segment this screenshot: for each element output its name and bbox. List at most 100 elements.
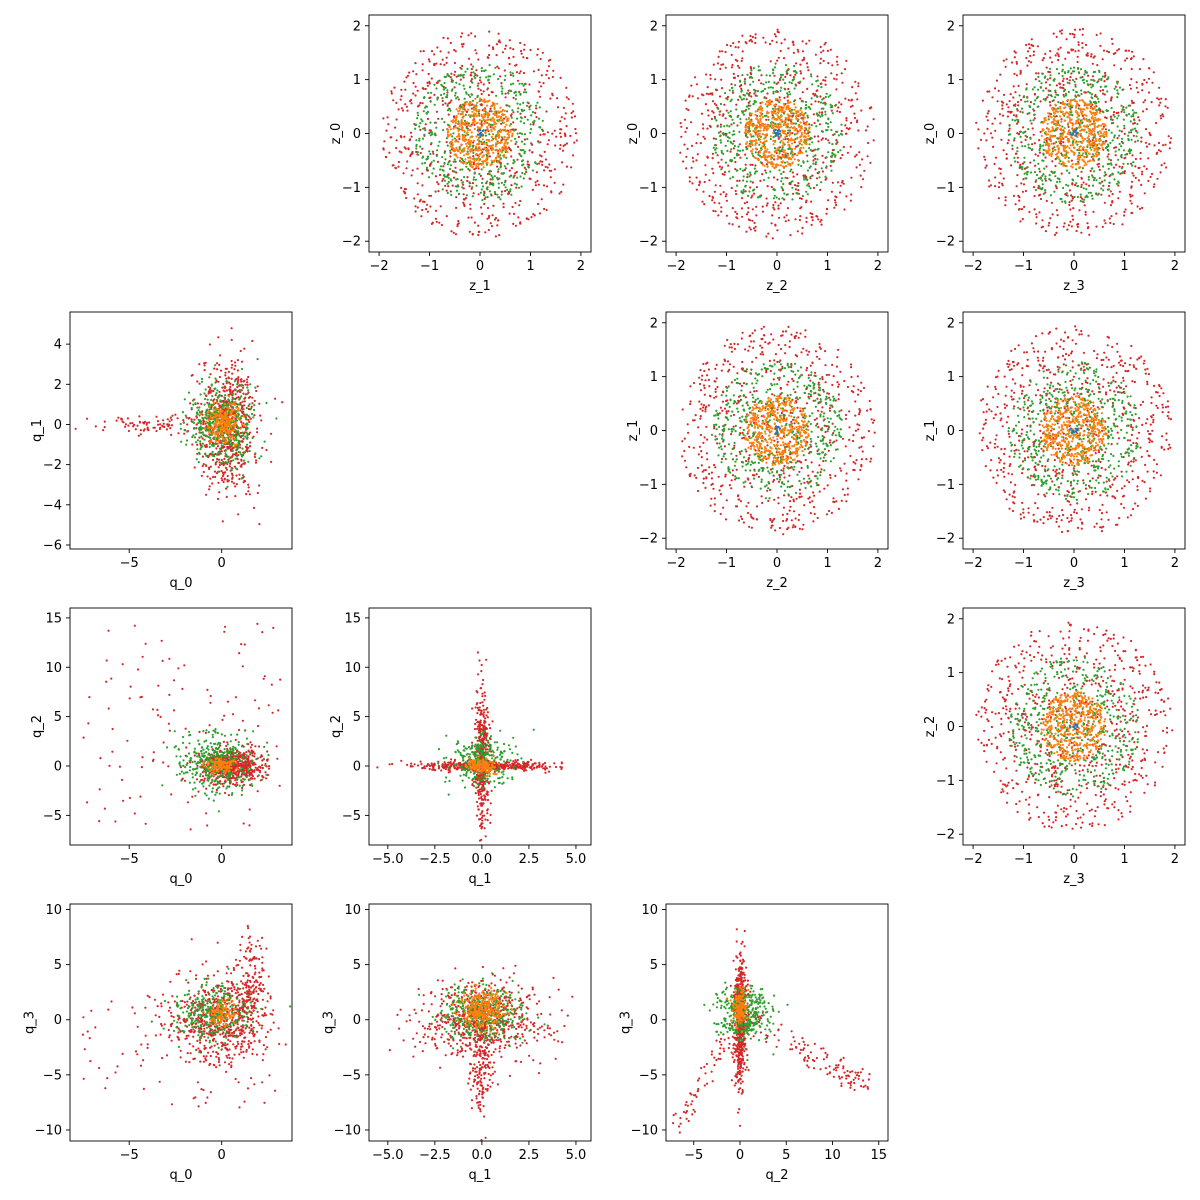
scatter-point	[471, 110, 474, 113]
scatter-point	[485, 76, 488, 79]
scatter-point	[1103, 201, 1106, 204]
scatter-point	[490, 183, 493, 186]
scatter-point	[809, 187, 812, 190]
scatter-point	[825, 156, 828, 159]
scatter-point	[783, 216, 786, 219]
scatter-point	[452, 127, 455, 130]
scatter-point	[763, 87, 767, 91]
scatter-point	[531, 111, 535, 114]
scatter-point	[432, 159, 435, 162]
scatter-point	[769, 86, 773, 89]
scatter-point	[815, 184, 819, 187]
scatter-point	[500, 190, 503, 193]
scatter-point	[1090, 93, 1093, 96]
scatter-point	[485, 150, 488, 153]
scatter-point	[480, 168, 483, 171]
scatter-point	[1061, 200, 1064, 203]
scatter-point	[435, 62, 438, 65]
scatter-point	[1027, 128, 1030, 131]
scatter-point	[1051, 147, 1054, 150]
scatter-point	[1094, 113, 1097, 117]
scatter-point	[754, 110, 757, 113]
scatter-point	[1083, 128, 1087, 131]
scatter-point	[869, 161, 872, 164]
scatter-point	[1025, 171, 1028, 174]
scatter-point	[691, 182, 694, 185]
scatter-point	[1048, 115, 1051, 118]
scatter-point	[716, 154, 719, 157]
scatter-point	[1052, 79, 1055, 82]
scatter-point	[461, 64, 464, 67]
scatter-point	[1100, 132, 1103, 135]
scatter-point	[456, 223, 459, 226]
scatter-point	[1018, 94, 1021, 97]
scatter-point	[799, 80, 802, 83]
scatter-point	[451, 138, 454, 141]
scatter-point	[1064, 146, 1067, 149]
scatter-point	[1013, 56, 1016, 59]
scatter-point	[735, 169, 739, 172]
y-axis-label: z_0	[329, 123, 344, 145]
scatter-point	[765, 204, 768, 207]
scatter-point	[688, 94, 691, 97]
scatter-point	[1053, 190, 1056, 193]
scatter-point	[1159, 150, 1162, 153]
scatter-point	[1028, 47, 1031, 50]
scatter-point	[434, 209, 438, 212]
scatter-point	[780, 86, 783, 89]
scatter-point	[763, 114, 766, 118]
scatter-point	[778, 101, 781, 104]
scatter-point	[508, 124, 511, 127]
scatter-point	[462, 42, 465, 46]
scatter-point	[1096, 148, 1099, 151]
scatter-point	[1055, 226, 1059, 229]
scatter-point	[461, 135, 464, 138]
scatter-point	[806, 87, 809, 90]
scatter-point	[472, 117, 476, 120]
scatter-point	[826, 207, 829, 210]
scatter-point	[1169, 141, 1172, 144]
scatter-point	[1026, 173, 1029, 176]
scatter-point	[574, 132, 578, 135]
scatter-point	[763, 150, 766, 153]
scatter-point	[1123, 111, 1126, 114]
scatter-point	[486, 147, 489, 150]
scatter-point	[1028, 210, 1031, 214]
scatter-point	[1061, 100, 1064, 103]
scatter-point	[766, 92, 769, 95]
scatter-point	[559, 128, 562, 131]
scatter-point	[1074, 183, 1077, 187]
scatter-point	[1017, 84, 1020, 87]
scatter-point	[780, 180, 783, 183]
scatter-point	[536, 101, 539, 104]
scatter-point	[774, 62, 777, 65]
scatter-point	[759, 140, 762, 144]
scatter-point	[773, 66, 777, 69]
scatter-point	[1095, 33, 1098, 37]
scatter-point	[455, 116, 458, 119]
scatter-point	[495, 43, 499, 46]
scatter-point	[500, 110, 503, 113]
scatter-point	[1045, 66, 1048, 69]
scatter-point	[1050, 61, 1054, 64]
scatter-point	[1103, 93, 1106, 96]
scatter-point	[780, 139, 783, 142]
scatter-point	[1102, 92, 1105, 95]
scatter-point	[1058, 162, 1061, 165]
scatter-point	[1011, 147, 1014, 150]
scatter-point	[1149, 133, 1152, 136]
scatter-point	[426, 210, 429, 213]
scatter-point	[724, 50, 727, 54]
scatter-point	[534, 111, 537, 114]
scatter-point	[731, 86, 734, 89]
scatter-point	[816, 75, 819, 78]
scatter-point	[412, 81, 415, 85]
scatter-point	[827, 95, 830, 98]
scatter-point	[1058, 30, 1062, 33]
scatter-point	[1056, 137, 1059, 140]
scatter-point	[508, 212, 511, 215]
scatter-point	[497, 67, 500, 70]
scatter-point	[1060, 29, 1063, 32]
scatter-point	[531, 188, 535, 191]
scatter-point	[800, 131, 804, 134]
